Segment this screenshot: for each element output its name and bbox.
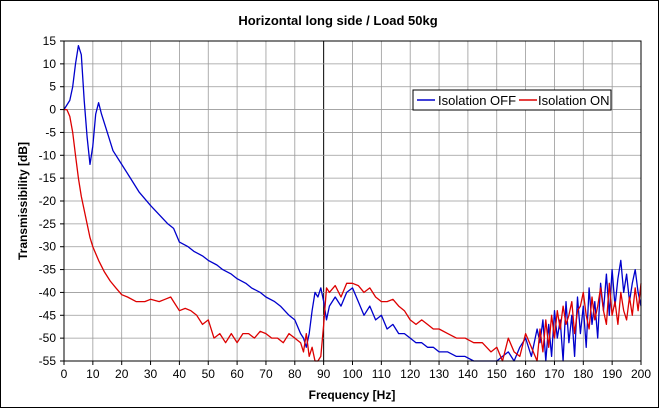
y-tick-label: -15 [39, 171, 57, 185]
legend: Isolation OFF Isolation ON [412, 89, 612, 111]
y-tick-label: -25 [39, 217, 57, 231]
y-tick-label: -20 [39, 194, 57, 208]
y-tick-label: -35 [39, 263, 57, 277]
x-tick-label: 10 [86, 367, 100, 381]
x-tick-label: 180 [573, 367, 593, 381]
y-tick-label: -50 [39, 331, 57, 345]
x-tick-label: 110 [372, 367, 391, 381]
x-tick-label: 140 [458, 367, 478, 381]
y-tick-label: -40 [39, 285, 57, 299]
y-tick-label: 10 [43, 57, 57, 71]
x-tick-label: 40 [173, 367, 187, 381]
y-tick-label: -5 [45, 125, 56, 139]
legend-label-isolation-off: Isolation OFF [438, 93, 516, 108]
legend-label-isolation-on: Isolation ON [538, 93, 610, 108]
x-tick-label: 0 [61, 367, 68, 381]
y-tick-label: -45 [39, 308, 57, 322]
x-tick-label: 50 [202, 367, 216, 381]
y-tick-label: 15 [43, 34, 57, 48]
series-line-isolation-on [64, 108, 642, 362]
y-axis-label: Transmissibility [dB] [16, 142, 30, 260]
x-tick-label: 190 [602, 367, 622, 381]
y-tick-label: -10 [39, 148, 57, 162]
series-layer [63, 44, 642, 362]
x-tick-label: 120 [400, 367, 420, 381]
x-tick-label: 100 [342, 367, 362, 381]
x-tick-label: 150 [487, 367, 507, 381]
x-tick-label: 60 [230, 367, 244, 381]
x-tick-label: 130 [429, 367, 449, 381]
chart-title: Horizontal long side / Load 50kg [238, 13, 437, 28]
y-tick-label: 0 [49, 103, 56, 117]
x-tick-label: 200 [631, 367, 651, 381]
y-tick-label: 5 [49, 80, 56, 94]
x-tick-label: 170 [544, 367, 564, 381]
x-tick-label: 30 [144, 367, 158, 381]
y-tick-label: -55 [39, 354, 57, 368]
x-tick-label: 80 [288, 367, 302, 381]
series-line-isolation-off [63, 44, 642, 362]
x-tick-label: 20 [115, 367, 129, 381]
x-tick-label: 90 [317, 367, 331, 381]
axis-ticks: 0 10 20 30 40 50 60 70 80 90 100 110 120 130 140 150 160… [39, 34, 652, 381]
legend-box [412, 89, 612, 111]
x-axis-label: Frequency [Hz] [309, 388, 396, 402]
x-tick-label: 160 [516, 367, 536, 381]
y-tick-label: -30 [39, 240, 57, 254]
x-tick-label: 70 [259, 367, 273, 381]
